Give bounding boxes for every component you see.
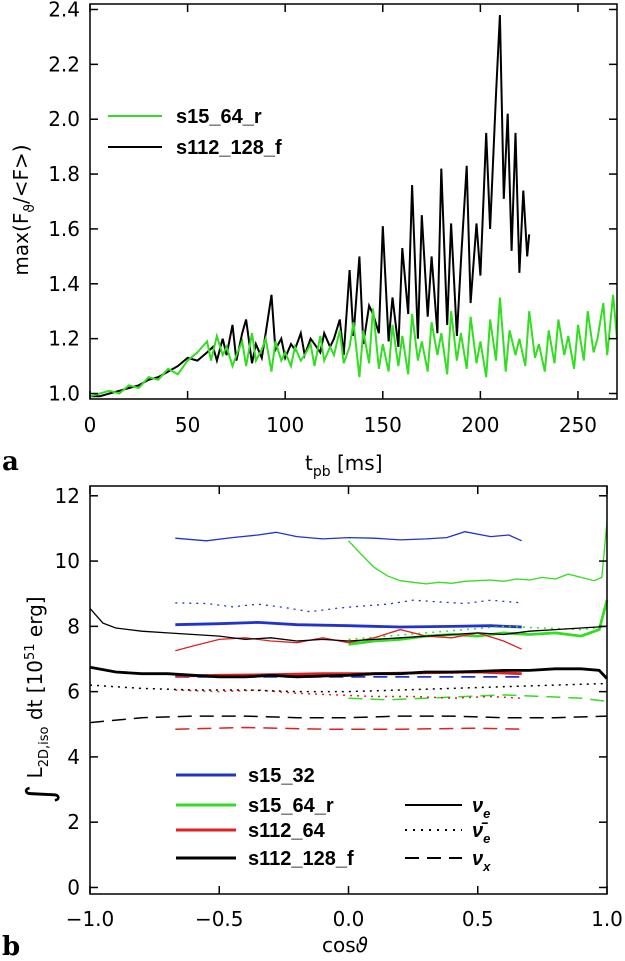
series-line-s15-32-nu-e: [175, 531, 522, 542]
panel-a-y-axis-label: max(Fϑ/<F>): [9, 144, 38, 275]
y-tick-label: 0: [67, 875, 80, 899]
legend-label-nu-x: νx: [472, 848, 491, 874]
series-line-s112-64-nu-x: [175, 726, 522, 730]
y-tick-label: 1.0: [48, 382, 80, 406]
series-line-s112-128-f-nubar-e: [89, 682, 608, 693]
series-line-s112-128-f: [90, 14, 531, 398]
panel-b-x-ticks: −1.0 −0.5 0.0 0.5 1.0: [66, 486, 623, 931]
panel-a-chart: 0 50 100 150 200 250 1.0 1.2 1.4 1.6 1.8 2.0 2.2 2.4…: [2, 0, 618, 480]
series-line-s15-32-nu-x: [175, 620, 522, 629]
legend-label-nu-e: νe: [472, 795, 490, 821]
svg-text:∫ L2D,iso dt [1051 erg]: ∫ L2D,iso dt [1051 erg]: [20, 596, 61, 803]
legend-label-s15-64-r-b: s15_64_r: [248, 795, 334, 817]
y-tick-label: 6: [67, 680, 80, 704]
y-tick-label: 2: [67, 810, 80, 834]
panel-a-x-axis-label: tpb [ms]: [305, 451, 383, 480]
x-tick-label: −1.0: [66, 907, 115, 931]
panel-b-label: b: [2, 932, 20, 961]
y-tick-label: 10: [55, 549, 80, 573]
x-tick-label: 1.0: [591, 907, 623, 931]
legend-label-nubar-e: ν̄e: [472, 820, 490, 846]
series-line-s112-64-nu-e: [175, 628, 522, 652]
y-tick-label: 12: [55, 484, 80, 508]
legend-label-s15-32: s15_32: [248, 765, 315, 787]
panel-b-legend: s15_32 s15_64_r s112_64 s112_128_f νe ν̄…: [176, 765, 491, 874]
x-tick-label: 50: [175, 413, 200, 437]
series-line-s112-128-f-nu-e: [89, 607, 608, 642]
series-line-s15-64-r: [89, 294, 618, 398]
y-tick-label: 8: [67, 614, 80, 638]
panel-b-x-axis-label: cosϑ: [322, 933, 368, 957]
x-tick-label: 0.0: [333, 907, 365, 931]
x-tick-label: 100: [266, 413, 304, 437]
panel-a-plot-frame: [89, 3, 618, 400]
series-line-s112-64-nubar-e: [175, 689, 522, 699]
panel-b-chart: −1.0 −0.5 0.0 0.5 1.0 0 2 4 6 8 10 12 s15_32 s15_6…: [2, 484, 623, 961]
series-line-s112-128-f-nu-x: [89, 715, 608, 724]
y-tick-label: 1.4: [48, 272, 80, 296]
legend-label-s15-64-r: s15_64_r: [176, 106, 262, 128]
x-tick-label: 0.5: [462, 907, 494, 931]
x-tick-label: 0: [84, 413, 97, 437]
legend-label-s112-128-f-b: s112_128_f: [248, 848, 354, 870]
x-tick-label: 200: [461, 413, 499, 437]
x-tick-label: 250: [559, 413, 597, 437]
panel-a-label: a: [2, 447, 19, 477]
panel-b-series-layer: [89, 521, 609, 730]
legend-label-s112-64: s112_64: [248, 820, 326, 842]
series-line-s15-64-r-nu-e: [348, 521, 608, 585]
y-tick-label: 2.4: [48, 0, 80, 21]
panel-a-x-ticks: 0 50 100 150 200 250: [84, 4, 597, 437]
series-line-s15-32-nubar-e: [175, 599, 522, 613]
panel-b-plot-frame: [89, 485, 608, 895]
series-line-s112-128-f-nu-x-thick: [89, 665, 609, 680]
y-tick-label: 2.2: [48, 52, 80, 76]
x-tick-label: 150: [364, 413, 402, 437]
series-line-s15-64-r-nu-x: [348, 694, 608, 703]
y-tick-label: 1.2: [48, 327, 80, 351]
y-tick-label: 2.0: [48, 107, 80, 131]
legend-label-s112-128-f: s112_128_f: [176, 137, 282, 159]
series-line-s15-64-r-nu-x-thick: [348, 599, 609, 646]
y-tick-label: 1.6: [48, 217, 80, 241]
panel-a-series-layer: [89, 14, 618, 398]
panel-a-y-ticks: 1.0 1.2 1.4 1.6 1.8 2.0 2.2 2.4: [48, 0, 617, 406]
panel-b-y-axis-label: ∫ L2D,iso dt [1051 erg]: [20, 596, 61, 803]
y-tick-label: 4: [67, 745, 80, 769]
panel-b-y-ticks: 0 2 4 6 8 10 12: [55, 484, 607, 899]
y-tick-label: 1.8: [48, 162, 80, 186]
x-tick-label: −0.5: [195, 907, 244, 931]
panel-a-legend: s15_64_r s112_128_f: [108, 106, 282, 159]
